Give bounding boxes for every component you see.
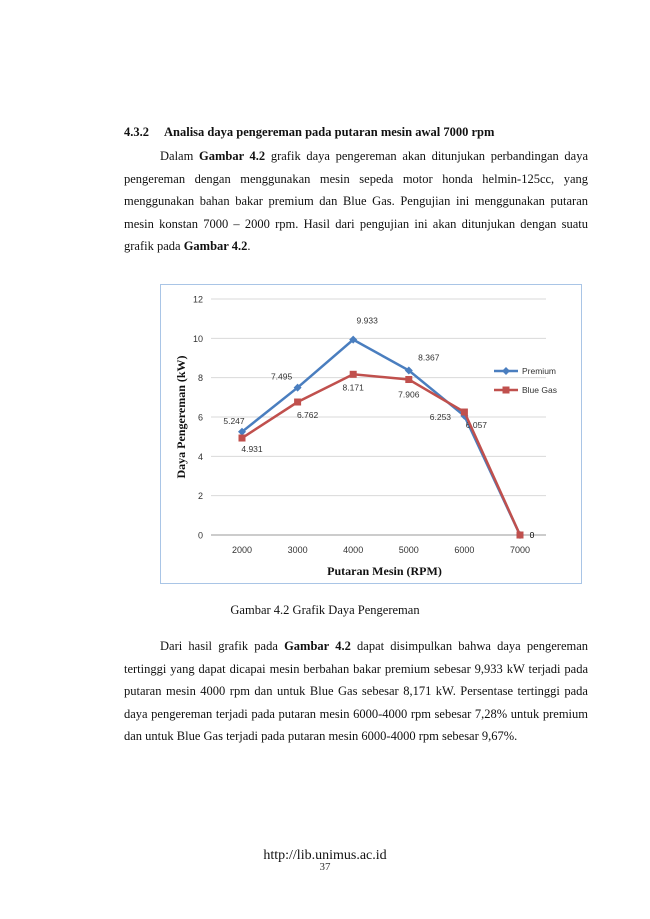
x-axis-title: Putaran Mesin (RPM) xyxy=(327,564,442,578)
y-tick-label: 0 xyxy=(198,531,203,541)
data-label: 0 xyxy=(530,530,535,540)
figure-ref: Gambar 4.2 xyxy=(198,149,266,163)
x-tick-label: 7000 xyxy=(510,545,530,555)
data-label: 4.931 xyxy=(241,444,263,454)
data-point xyxy=(460,408,468,416)
data-label: 8.367 xyxy=(418,352,440,362)
data-label: 6.253 xyxy=(430,412,452,422)
intro-paragraph: Dalam Gambar 4.2 grafik daya pengereman … xyxy=(124,145,588,258)
y-axis-title: Daya Pengereman (kW) xyxy=(174,355,188,478)
series-line-premium xyxy=(241,338,522,536)
figure-caption: Gambar 4.2 Grafik Daya Pengereman xyxy=(230,603,420,617)
text-run: dapat disimpulkan bahwa daya pengereman … xyxy=(124,639,589,743)
data-point xyxy=(293,383,302,392)
data-label: 6.057 xyxy=(466,420,488,430)
x-tick-label: 6000 xyxy=(454,545,474,555)
line-chart: 0 2 4 6 8 10 12 2000 3000 4000 5000 6000 7000 Putaran… xyxy=(174,295,557,579)
data-point xyxy=(349,370,357,378)
data-label: 6.762 xyxy=(297,410,319,420)
x-tick-label: 3000 xyxy=(288,545,308,555)
data-point xyxy=(405,376,413,384)
footer-url[interactable]: http://lib.unimus.ac.id xyxy=(263,848,387,863)
legend-label: Premium xyxy=(522,366,556,376)
data-label: 7.906 xyxy=(398,390,420,400)
x-tick-label: 4000 xyxy=(343,545,363,555)
data-point xyxy=(238,427,246,436)
data-label: 5.247 xyxy=(223,416,245,426)
figure-ref: Gambar 4.2 xyxy=(183,239,248,253)
page-number: 37 xyxy=(319,861,331,873)
y-tick-label: 8 xyxy=(198,373,203,383)
section-number: 4.3.2 xyxy=(124,125,149,139)
legend-marker xyxy=(502,386,510,394)
text-run: grafik daya pengereman akan ditunjukan p… xyxy=(124,149,588,253)
section-title: Analisa daya pengereman pada putaran mes… xyxy=(164,125,495,139)
section-heading: 4.3.2 Analisa daya pengereman pada putara… xyxy=(124,125,494,140)
data-point xyxy=(516,531,524,539)
text-run: . xyxy=(247,239,251,253)
y-tick-label: 12 xyxy=(193,295,203,305)
series-line-blue-gas xyxy=(241,373,522,536)
chart-figure: 0 2 4 6 8 10 12 2000 3000 4000 5000 6000 7000 Putaran… xyxy=(160,284,582,584)
data-point xyxy=(238,434,246,442)
y-tick-label: 10 xyxy=(193,334,203,344)
text-run: Dari hasil grafik pada xyxy=(160,639,285,653)
legend-label: Blue Gas xyxy=(522,385,557,395)
y-tick-label: 6 xyxy=(198,413,203,423)
data-label: 8.171 xyxy=(343,382,365,392)
y-tick-label: 2 xyxy=(198,491,203,501)
x-tick-label: 2000 xyxy=(232,545,252,555)
figure-ref: Gambar 4.2 xyxy=(284,639,351,653)
data-label: 0 xyxy=(530,530,535,540)
data-point xyxy=(294,398,302,406)
data-label: 7.495 xyxy=(271,372,293,382)
text-run: Dalam xyxy=(160,149,199,163)
data-label: 9.933 xyxy=(357,316,379,326)
data-point xyxy=(404,366,413,375)
legend-marker xyxy=(502,367,510,375)
conclusion-paragraph: Dari hasil grafik pada Gambar 4.2 dapat … xyxy=(124,635,588,748)
data-point xyxy=(349,335,358,344)
y-tick-label: 4 xyxy=(198,452,203,462)
x-tick-label: 5000 xyxy=(399,545,419,555)
